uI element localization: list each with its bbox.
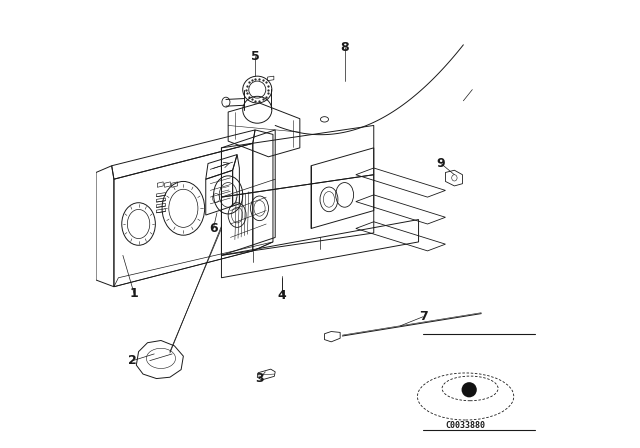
Text: 9: 9 <box>436 157 445 170</box>
Text: 7: 7 <box>419 310 428 323</box>
Text: 6: 6 <box>209 222 218 235</box>
Text: 5: 5 <box>251 49 259 63</box>
Text: 2: 2 <box>129 354 137 367</box>
Text: 4: 4 <box>278 289 286 302</box>
Text: 1: 1 <box>130 287 138 300</box>
Circle shape <box>461 382 477 397</box>
Text: 8: 8 <box>340 40 349 54</box>
Text: C0033880: C0033880 <box>445 421 486 430</box>
Text: 3: 3 <box>255 372 264 385</box>
